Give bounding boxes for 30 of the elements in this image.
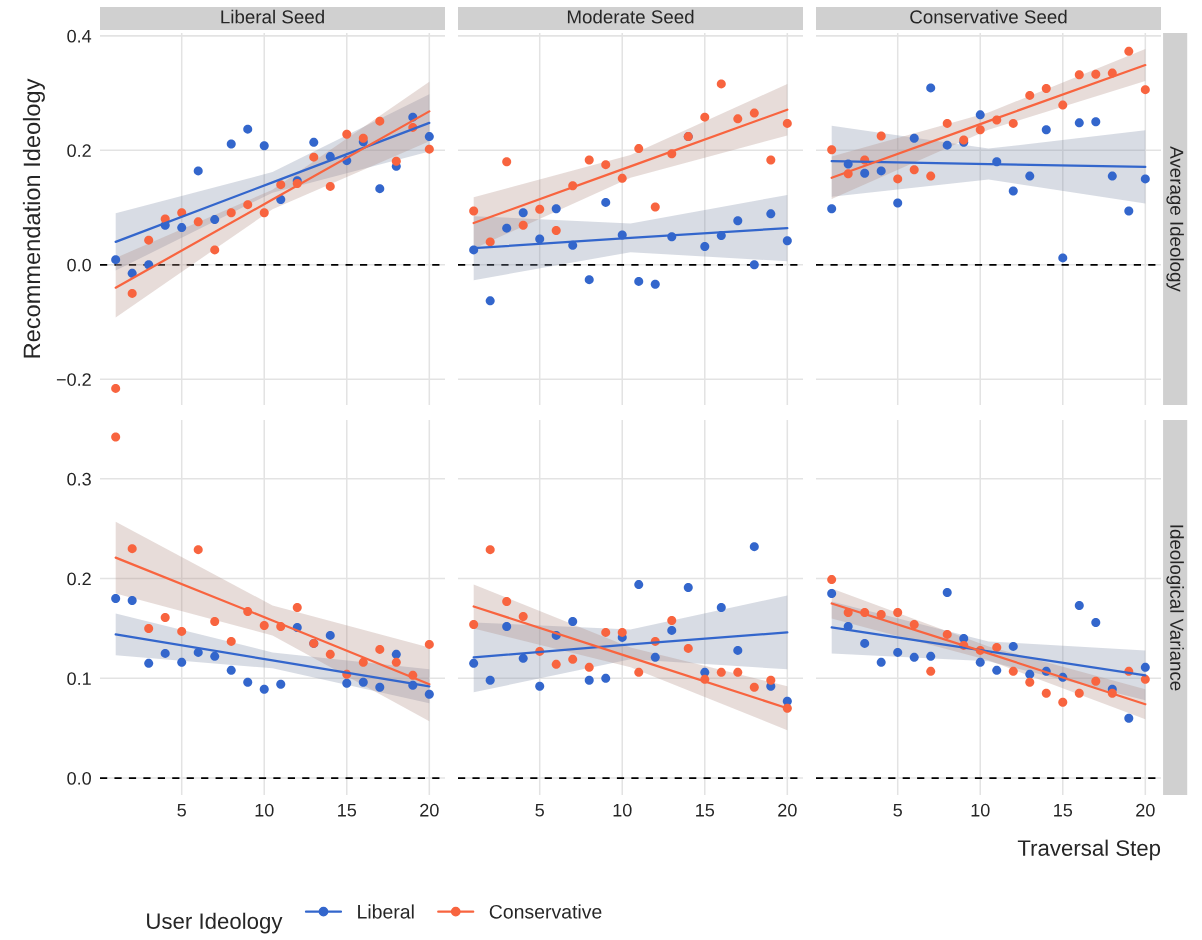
y-tick-label: 0.2 xyxy=(67,572,91,586)
x-tick-label: 15 xyxy=(1054,804,1073,817)
x-tick-label: 15 xyxy=(696,804,715,817)
x-tick-label: 20 xyxy=(778,803,797,817)
y-tick-label: 0.1 xyxy=(67,672,91,686)
y-tick-label: 0.3 xyxy=(67,472,91,486)
chart-title: Conservative Seed xyxy=(910,9,1067,24)
y2-axis-title: Ideological Variance xyxy=(1166,525,1184,691)
x-tick-label: 5 xyxy=(893,804,902,817)
y-tick-label: 0.0 xyxy=(67,771,91,785)
chart-title: Moderate Seed xyxy=(567,9,694,24)
x-tick-label: 5 xyxy=(535,804,544,817)
x-tick-label: 10 xyxy=(613,803,632,817)
chart-title: Liberal Seed xyxy=(221,9,324,24)
y-tick-label: 0.2 xyxy=(67,144,91,158)
x-tick-label: 10 xyxy=(971,803,990,817)
legend-label: Conservative xyxy=(489,904,602,919)
legend-label: Liberal xyxy=(358,904,414,919)
x-tick-label: 10 xyxy=(255,803,274,817)
x-tick-label: 20 xyxy=(1136,803,1155,817)
y-tick-label: −0.2 xyxy=(56,373,91,386)
x-tick-label: 5 xyxy=(177,804,186,817)
legend-title: User Ideology xyxy=(147,912,283,934)
y-tick-label: 0.0 xyxy=(67,258,91,272)
y-tick-label: 0.4 xyxy=(67,29,92,43)
y-axis-title: Recommendation Ideology xyxy=(22,78,45,358)
x-tick-label: 15 xyxy=(338,804,357,817)
x-axis-title: Traversal Step xyxy=(1017,839,1161,861)
y2-axis-title: Average Ideology xyxy=(1166,146,1184,292)
x-tick-label: 20 xyxy=(420,803,439,817)
